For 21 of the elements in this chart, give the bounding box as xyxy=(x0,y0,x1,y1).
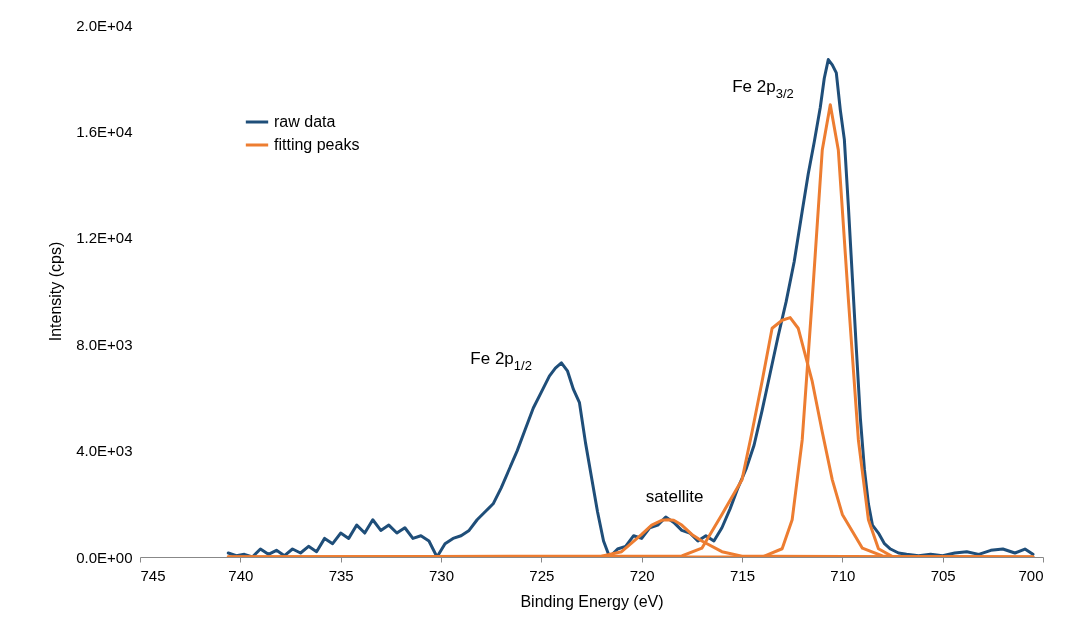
x-tick-label: 710 xyxy=(830,566,856,584)
x-tick-label: 730 xyxy=(428,566,455,584)
x-tick-label: 740 xyxy=(228,566,254,584)
annotation: satellite xyxy=(645,486,704,506)
y-tick-label: 4.0E+03 xyxy=(76,442,133,460)
legend-label: fitting peaks xyxy=(274,136,360,153)
x-tick-label: 700 xyxy=(1018,566,1044,584)
x-tick-label: 735 xyxy=(328,566,354,584)
y-tick-label: 1.6E+04 xyxy=(76,122,133,140)
x-tick-label: 745 xyxy=(140,566,166,584)
x-tick-label: 720 xyxy=(629,566,655,584)
x-tick-label: 715 xyxy=(729,566,756,584)
y-tick-label: 8.0E+03 xyxy=(76,335,133,353)
y-tick-label: 2.0E+04 xyxy=(76,16,133,34)
y-tick-label: 0.0E+00 xyxy=(76,548,133,566)
y-axis-title: Intensity (cps) xyxy=(47,241,65,342)
x-tick-label: 725 xyxy=(529,566,555,584)
legend-label: raw data xyxy=(274,113,336,130)
y-tick-label: 1.2E+04 xyxy=(76,229,133,247)
x-tick-label: 705 xyxy=(930,566,956,584)
x-axis-title: Binding Energy (eV) xyxy=(520,592,664,610)
